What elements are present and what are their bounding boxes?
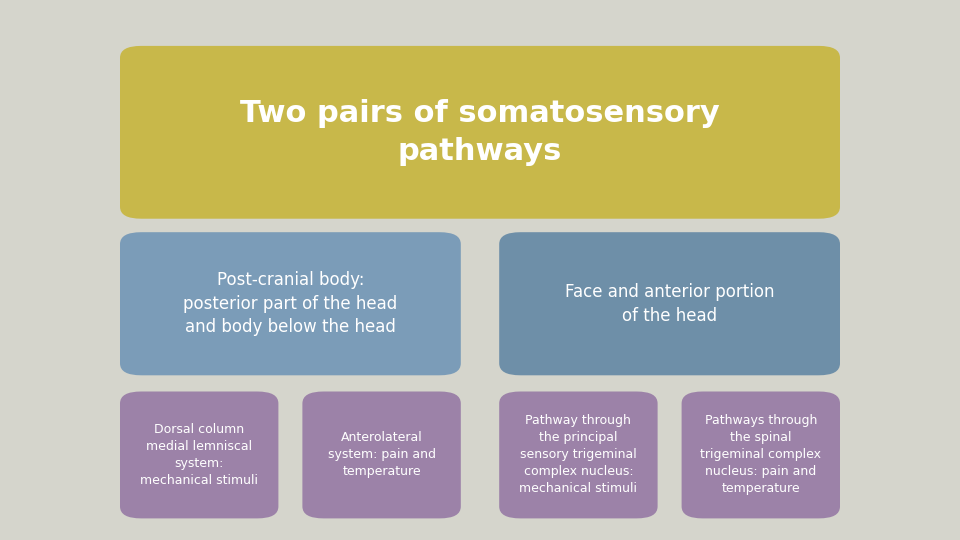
Text: Post-cranial body:
posterior part of the head
and body below the head: Post-cranial body: posterior part of the… [183,271,397,336]
FancyBboxPatch shape [499,392,658,518]
FancyBboxPatch shape [120,46,840,219]
Text: Face and anterior portion
of the head: Face and anterior portion of the head [564,283,775,325]
FancyBboxPatch shape [120,392,278,518]
Text: Pathways through
the spinal
trigeminal complex
nucleus: pain and
temperature: Pathways through the spinal trigeminal c… [700,415,822,496]
Text: Dorsal column
medial lemniscal
system:
mechanical stimuli: Dorsal column medial lemniscal system: m… [140,423,258,487]
FancyBboxPatch shape [120,232,461,375]
Text: Anterolateral
system: pain and
temperature: Anterolateral system: pain and temperatu… [327,431,436,478]
Text: Two pairs of somatosensory
pathways: Two pairs of somatosensory pathways [240,99,720,166]
FancyBboxPatch shape [302,392,461,518]
Text: Pathway through
the principal
sensory trigeminal
complex nucleus:
mechanical sti: Pathway through the principal sensory tr… [519,415,637,496]
FancyBboxPatch shape [682,392,840,518]
FancyBboxPatch shape [499,232,840,375]
